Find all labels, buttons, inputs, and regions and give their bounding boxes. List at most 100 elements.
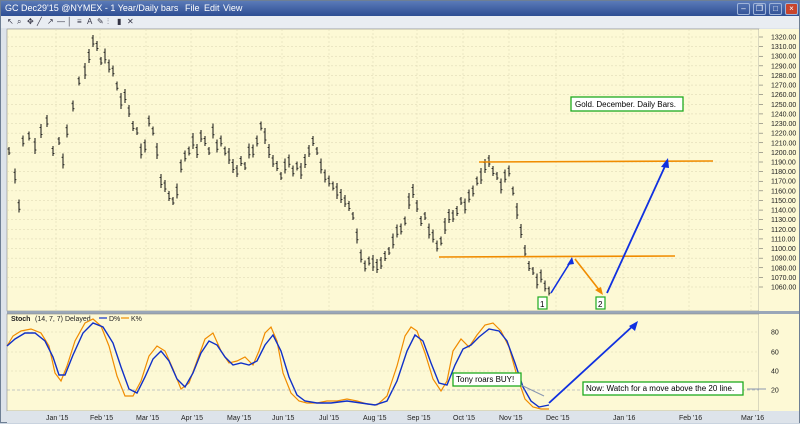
marker-2-box[interactable]	[595, 296, 606, 310]
forecast-arrow-down	[574, 258, 601, 292]
price-tick-label: 1310.00	[771, 44, 796, 51]
marker-2-label: 2	[598, 300, 603, 309]
marker-1-box[interactable]	[537, 296, 548, 310]
price-tick-label: 1250.00	[771, 102, 796, 109]
price-tick-label: 1170.00	[771, 179, 796, 186]
pencil-icon[interactable]: ✎	[97, 17, 104, 26]
price-tick-label: 1190.00	[771, 160, 796, 167]
price-tick-label: 1130.00	[771, 217, 796, 224]
zoom-icon[interactable]: ⌕	[17, 17, 22, 26]
time-tick-label: Oct '15	[453, 415, 475, 422]
price-tick-label: 1270.00	[771, 83, 796, 90]
stoch-legend: Stoch (14, 7, 7) Delayed D% K%	[11, 316, 142, 323]
price-tick-label: 1320.00	[771, 35, 796, 42]
price-tick-label: 1140.00	[771, 208, 796, 215]
time-axis[interactable]	[7, 411, 799, 423]
minimize-button[interactable]: –	[737, 3, 750, 15]
time-tick-label: Apr '15	[181, 415, 203, 422]
bars-icon[interactable]: ⫶	[107, 17, 109, 26]
menu-file[interactable]: File	[185, 3, 200, 13]
panel-splitter[interactable]	[7, 311, 799, 314]
drawing-toolbar: ↖ ⌕ ✥ ╱ ↗ ― │ ≡ A ✎ ⫶ ▮ ✕	[1, 16, 799, 28]
chart-annotation-text: Gold. December. Daily Bars.	[575, 100, 676, 109]
price-axis[interactable]	[759, 29, 799, 311]
time-tick-label: Feb '15	[90, 415, 113, 422]
resistance-line-1100[interactable]	[438, 255, 676, 258]
time-tick-label: Sep '15	[407, 415, 431, 422]
stoch-header: Stoch	[11, 316, 30, 323]
time-tick-label: Mar '16	[741, 415, 764, 422]
arrowhead-icon	[595, 287, 603, 295]
price-tick-label: 1220.00	[771, 131, 796, 138]
price-tick-label: 1200.00	[771, 150, 796, 157]
resistance-line-1190[interactable]	[478, 160, 714, 163]
time-tick-label: Nov '15	[499, 415, 523, 422]
price-tick-label: 1100.00	[771, 246, 796, 253]
price-grid	[7, 29, 759, 411]
line-icon[interactable]: ╱	[37, 17, 42, 26]
price-tick-label: 1300.00	[771, 54, 796, 61]
price-tick-label: 1090.00	[771, 256, 796, 263]
price-plot-area[interactable]	[6, 28, 760, 312]
vline-icon[interactable]: │	[67, 17, 72, 26]
stoch-tick-label: 40	[771, 369, 779, 376]
stoch-legend-d: D%	[109, 316, 120, 323]
time-tick-label: Jun '15	[272, 415, 294, 422]
price-tick-label: 1280.00	[771, 73, 796, 80]
window-title: GC Dec29'15 @NYMEX - 1 Year/Daily bars	[5, 3, 179, 13]
time-tick-label: Dec '15	[546, 415, 570, 422]
arrow-icon[interactable]: ↗	[47, 17, 54, 26]
hline-icon[interactable]: ―	[57, 17, 65, 26]
now-callout-box[interactable]	[582, 381, 744, 396]
time-tick-label: Jan '16	[613, 415, 635, 422]
stoch-tick-label: 60	[771, 350, 779, 357]
cross-icon[interactable]: ✕	[127, 17, 134, 26]
price-tick-label: 1120.00	[771, 227, 796, 234]
price-bars	[7, 35, 551, 296]
price-tick-label: 1230.00	[771, 121, 796, 128]
price-tick-label: 1240.00	[771, 111, 796, 118]
stoch-axis[interactable]	[759, 314, 799, 411]
text-icon[interactable]: A	[87, 17, 93, 26]
menu-edit[interactable]: Edit	[204, 3, 220, 13]
maximize-button[interactable]: □	[769, 3, 782, 15]
price-tick-label: 1110.00	[771, 236, 795, 243]
stoch-tick-label: 20	[771, 388, 779, 395]
time-tick-label: Jul '15	[319, 415, 339, 422]
fib-icon[interactable]: ≡	[77, 17, 82, 26]
time-tick-label: Feb '16	[679, 415, 702, 422]
price-tick-label: 1260.00	[771, 92, 796, 99]
buy-callout-box[interactable]	[452, 372, 522, 387]
price-tick-label: 1210.00	[771, 140, 796, 147]
price-tick-label: 1180.00	[771, 169, 796, 176]
menu-view[interactable]: View	[223, 3, 243, 13]
select-icon[interactable]: ↖	[7, 17, 14, 26]
stoch-tick-labels: 80 60 40 20	[771, 330, 779, 395]
price-tick-label: 1160.00	[771, 188, 796, 195]
restore-button[interactable]: ❐	[753, 3, 766, 15]
close-button[interactable]: ×	[785, 3, 798, 15]
buy-pointer	[520, 384, 545, 397]
arrowhead-icon	[629, 321, 638, 331]
forecast-path	[550, 158, 669, 295]
title-bar: GC Dec29'15 @NYMEX - 1 Year/Daily bars F…	[1, 1, 799, 16]
price-tick-label: 1290.00	[771, 63, 796, 70]
now-callout-text: Now: Watch for a move above the 20 line.	[586, 384, 734, 393]
price-tick-labels: 1320.00 1310.00 1300.00 1290.00 1280.00 1270.…	[759, 35, 796, 292]
time-tick-label: May '15	[227, 415, 251, 422]
stoch-k-line	[6, 318, 549, 410]
forecast-arrow-up-2	[606, 163, 667, 294]
price-tick-label: 1080.00	[771, 265, 796, 272]
candles-icon[interactable]: ▮	[117, 17, 122, 26]
forecast-arrow-up-1	[550, 260, 572, 294]
chart-annotation-box[interactable]	[570, 96, 684, 112]
buy-callout-text: Tony roars BUY!	[456, 375, 514, 384]
arrowhead-icon	[567, 257, 574, 265]
pan-icon[interactable]: ✥	[27, 17, 34, 26]
stoch-forecast-arrow	[548, 323, 636, 404]
time-tick-label: Aug '15	[363, 415, 387, 422]
price-tick-label: 1150.00	[771, 198, 796, 205]
marker-1-label: 1	[540, 300, 545, 309]
